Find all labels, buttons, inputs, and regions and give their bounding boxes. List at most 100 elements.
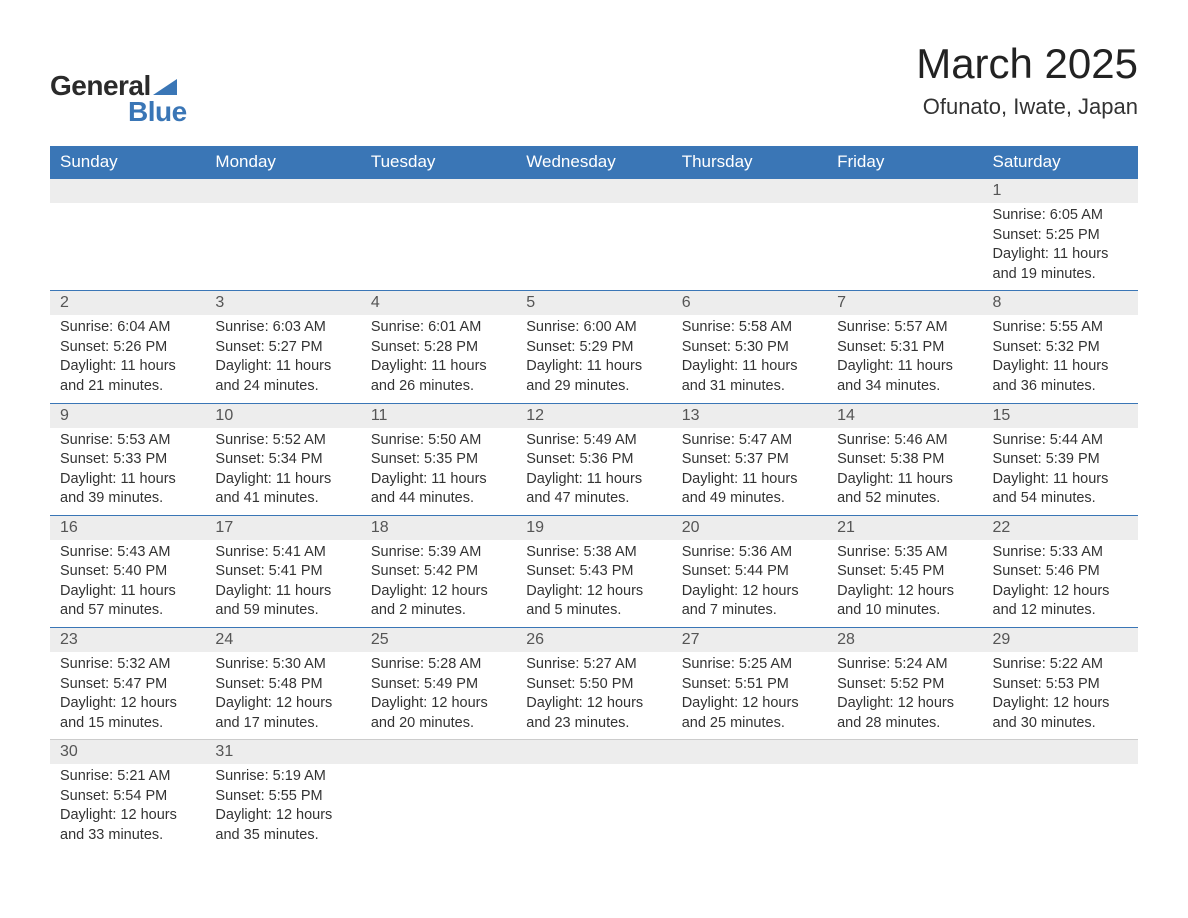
- day-details: Sunrise: 5:24 AMSunset: 5:52 PMDaylight:…: [827, 652, 982, 739]
- daylight-label: Daylight:: [837, 471, 893, 487]
- sunrise-label: Sunrise:: [215, 319, 268, 335]
- sunrise-value: 5:47 AM: [739, 432, 792, 448]
- sunrise-label: Sunrise:: [215, 656, 268, 672]
- day-number: [516, 740, 671, 764]
- sunrise-label: Sunrise:: [526, 544, 579, 560]
- sunset-label: Sunset:: [60, 563, 109, 579]
- sunrise-value: 5:55 AM: [1050, 319, 1103, 335]
- sunset-value: 5:52 PM: [890, 676, 944, 692]
- sunset-value: 5:51 PM: [735, 676, 789, 692]
- sunset-label: Sunset:: [371, 339, 420, 355]
- day-number: 4: [361, 291, 516, 315]
- sunset-label: Sunset:: [682, 563, 731, 579]
- day-number: 9: [50, 404, 205, 428]
- calendar-cell: 6Sunrise: 5:58 AMSunset: 5:30 PMDaylight…: [672, 291, 827, 403]
- day-number: 31: [205, 740, 360, 764]
- sunset-value: 5:39 PM: [1046, 451, 1100, 467]
- sunrise-value: 5:28 AM: [428, 656, 481, 672]
- sunset-value: 5:33 PM: [113, 451, 167, 467]
- sunset-label: Sunset:: [60, 339, 109, 355]
- calendar-cell-empty: [361, 179, 516, 291]
- sunrise-value: 5:57 AM: [894, 319, 947, 335]
- weekday-header: Friday: [827, 146, 982, 179]
- day-number: 11: [361, 404, 516, 428]
- sunset-label: Sunset:: [215, 676, 264, 692]
- day-details: Sunrise: 5:55 AMSunset: 5:32 PMDaylight:…: [983, 315, 1138, 402]
- day-number: [672, 179, 827, 203]
- sunset-label: Sunset:: [215, 451, 264, 467]
- sunset-label: Sunset:: [526, 676, 575, 692]
- sunrise-label: Sunrise:: [215, 768, 268, 784]
- sunset-value: 5:45 PM: [890, 563, 944, 579]
- daylight-label: Daylight:: [682, 583, 738, 599]
- calendar-cell: 21Sunrise: 5:35 AMSunset: 5:45 PMDayligh…: [827, 515, 982, 627]
- calendar-cell-empty: [672, 740, 827, 852]
- sunrise-label: Sunrise:: [993, 544, 1046, 560]
- sunrise-value: 5:39 AM: [428, 544, 481, 560]
- sunset-label: Sunset:: [993, 339, 1042, 355]
- sunrise-value: 5:52 AM: [273, 432, 326, 448]
- day-details: [827, 764, 982, 773]
- sunset-value: 5:43 PM: [579, 563, 633, 579]
- day-number: [516, 179, 671, 203]
- calendar-cell: 19Sunrise: 5:38 AMSunset: 5:43 PMDayligh…: [516, 515, 671, 627]
- sunset-label: Sunset:: [837, 451, 886, 467]
- calendar-cell: 31Sunrise: 5:19 AMSunset: 5:55 PMDayligh…: [205, 740, 360, 852]
- calendar-cell: 5Sunrise: 6:00 AMSunset: 5:29 PMDaylight…: [516, 291, 671, 403]
- day-details: Sunrise: 5:49 AMSunset: 5:36 PMDaylight:…: [516, 428, 671, 515]
- sunrise-value: 5:35 AM: [894, 544, 947, 560]
- daylight-label: Daylight:: [371, 583, 427, 599]
- day-number: [361, 179, 516, 203]
- sunset-label: Sunset:: [60, 788, 109, 804]
- day-details: [983, 764, 1138, 773]
- day-details: Sunrise: 5:22 AMSunset: 5:53 PMDaylight:…: [983, 652, 1138, 739]
- daylight-label: Daylight:: [993, 471, 1049, 487]
- sunset-value: 5:47 PM: [113, 676, 167, 692]
- calendar-cell: 4Sunrise: 6:01 AMSunset: 5:28 PMDaylight…: [361, 291, 516, 403]
- day-details: Sunrise: 5:27 AMSunset: 5:50 PMDaylight:…: [516, 652, 671, 739]
- weekday-header: Sunday: [50, 146, 205, 179]
- sunrise-value: 5:58 AM: [739, 319, 792, 335]
- sunset-label: Sunset:: [993, 563, 1042, 579]
- calendar-cell: 23Sunrise: 5:32 AMSunset: 5:47 PMDayligh…: [50, 628, 205, 740]
- daylight-label: Daylight:: [60, 471, 116, 487]
- daylight-label: Daylight:: [371, 695, 427, 711]
- sunrise-label: Sunrise:: [682, 432, 735, 448]
- day-details: Sunrise: 5:50 AMSunset: 5:35 PMDaylight:…: [361, 428, 516, 515]
- sunrise-value: 6:00 AM: [584, 319, 637, 335]
- day-number: 30: [50, 740, 205, 764]
- day-number: 28: [827, 628, 982, 652]
- day-details: Sunrise: 5:44 AMSunset: 5:39 PMDaylight:…: [983, 428, 1138, 515]
- daylight-label: Daylight:: [837, 695, 893, 711]
- sunset-label: Sunset:: [837, 676, 886, 692]
- day-details: Sunrise: 6:05 AMSunset: 5:25 PMDaylight:…: [983, 203, 1138, 290]
- sunrise-label: Sunrise:: [60, 319, 113, 335]
- sunrise-value: 5:19 AM: [273, 768, 326, 784]
- calendar-cell: 7Sunrise: 5:57 AMSunset: 5:31 PMDaylight…: [827, 291, 982, 403]
- day-details: Sunrise: 5:35 AMSunset: 5:45 PMDaylight:…: [827, 540, 982, 627]
- daylight-label: Daylight:: [526, 695, 582, 711]
- sunset-value: 5:42 PM: [424, 563, 478, 579]
- calendar-cell-empty: [827, 179, 982, 291]
- month-title: March 2025: [916, 40, 1138, 88]
- day-number: [361, 740, 516, 764]
- daylight-label: Daylight:: [682, 358, 738, 374]
- sunset-value: 5:31 PM: [890, 339, 944, 355]
- sunrise-label: Sunrise:: [837, 319, 890, 335]
- day-details: Sunrise: 5:58 AMSunset: 5:30 PMDaylight:…: [672, 315, 827, 402]
- sunset-label: Sunset:: [60, 676, 109, 692]
- daylight-label: Daylight:: [215, 695, 271, 711]
- sunset-label: Sunset:: [526, 339, 575, 355]
- calendar-cell-empty: [361, 740, 516, 852]
- daylight-label: Daylight:: [993, 246, 1049, 262]
- day-number: 1: [983, 179, 1138, 203]
- day-number: 6: [672, 291, 827, 315]
- calendar-row: 2Sunrise: 6:04 AMSunset: 5:26 PMDaylight…: [50, 291, 1138, 403]
- day-number: [50, 179, 205, 203]
- day-details: Sunrise: 5:28 AMSunset: 5:49 PMDaylight:…: [361, 652, 516, 739]
- weekday-header: Wednesday: [516, 146, 671, 179]
- daylight-label: Daylight:: [837, 583, 893, 599]
- sunrise-value: 5:32 AM: [117, 656, 170, 672]
- sunset-value: 5:28 PM: [424, 339, 478, 355]
- day-details: Sunrise: 5:38 AMSunset: 5:43 PMDaylight:…: [516, 540, 671, 627]
